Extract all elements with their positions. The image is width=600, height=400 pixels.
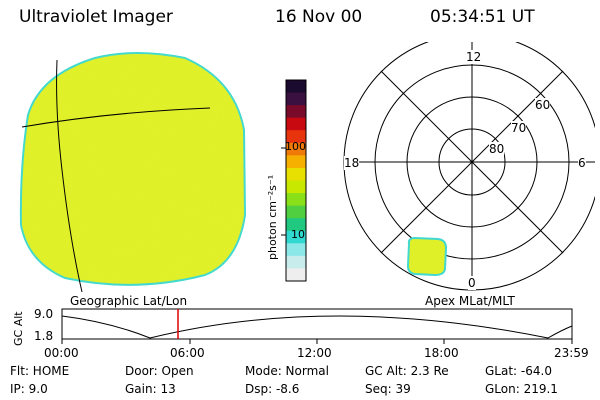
orbit-timeline: GC Alt 9.0 1.8 xyxy=(12,307,573,346)
seq-field: Seq: 39 xyxy=(365,382,411,396)
flt-field: Flt: HOME xyxy=(10,364,70,378)
polar-plot xyxy=(343,42,595,291)
mlt-label-18: 18 xyxy=(344,156,360,170)
colorbar-band xyxy=(286,92,306,106)
timeline-x-tick-2359: 23:59 xyxy=(554,346,589,360)
colorbar-tick-10: 10 xyxy=(291,228,305,241)
geographic-label: Geographic Lat/Lon xyxy=(70,294,188,308)
colorbar-band xyxy=(286,117,306,131)
timeline-x-tick-0000: 00:00 xyxy=(44,346,79,360)
polar-diag-2 xyxy=(380,70,564,254)
gc-alt-field: GC Alt: 2.3 Re xyxy=(365,364,449,378)
lat-label-60: 60 xyxy=(535,98,551,112)
timeline-y-tick-1-8: 1.8 xyxy=(34,329,53,343)
colorbar-band xyxy=(286,255,306,269)
date-label: 16 Nov 00 xyxy=(275,7,363,27)
mlt-label-0: 0 xyxy=(468,276,476,290)
dsp-field: Dsp: -8.6 xyxy=(245,382,300,396)
colorbar-tick-100: 100 xyxy=(285,140,306,153)
auroral-image-patch xyxy=(406,236,448,277)
geographic-image xyxy=(19,52,247,293)
mlt-label-12: 12 xyxy=(466,50,482,64)
colorbar-band xyxy=(286,230,306,244)
altitude-curve xyxy=(61,315,573,339)
disk-texture xyxy=(20,53,246,285)
colorbar-band xyxy=(286,80,306,94)
apex-label: Apex MLat/MLT xyxy=(425,294,515,308)
colorbar-unit-label: photon cm⁻²s⁻¹ xyxy=(266,175,279,260)
timeline-y-title: GC Alt xyxy=(12,311,25,346)
colorbar-band xyxy=(286,142,306,156)
lat-label-80: 80 xyxy=(489,142,505,156)
mode-field: Mode: Normal xyxy=(245,364,329,378)
colorbar-band xyxy=(286,180,306,194)
timeline-y-tick-9: 9.0 xyxy=(34,307,53,321)
colorbar-band xyxy=(286,130,306,144)
colorbar-band xyxy=(286,268,306,282)
colorbar-band xyxy=(286,218,306,232)
app-title: Ultraviolet Imager xyxy=(19,7,173,27)
time-label: 05:34:51 UT xyxy=(430,7,535,27)
colorbar-band xyxy=(286,155,306,169)
colorbar-band xyxy=(286,105,306,119)
colorbar-band xyxy=(286,193,306,207)
timeline-x-tick-1800: 18:00 xyxy=(424,346,459,360)
lat-label-70: 70 xyxy=(511,121,527,135)
longitude-line xyxy=(56,59,83,293)
gain-field: Gain: 13 xyxy=(125,382,176,396)
colorbar-band xyxy=(286,243,306,257)
colorbar: photon cm⁻²s⁻¹ xyxy=(266,79,307,282)
ip-field: IP: 9.0 xyxy=(10,382,48,396)
mlt-label-6: 6 xyxy=(578,156,586,170)
colorbar-band xyxy=(286,167,306,181)
glon-field: GLon: 219.1 xyxy=(485,382,558,396)
timeline-x-tick-0600: 06:00 xyxy=(170,346,205,360)
timeline-frame xyxy=(61,308,573,340)
colorbar-band xyxy=(286,205,306,219)
timeline-x-tick-1200: 12:00 xyxy=(297,346,332,360)
latitude-line xyxy=(21,107,211,128)
door-field: Door: Open xyxy=(125,364,194,378)
glat-field: GLat: -64.0 xyxy=(485,364,552,378)
